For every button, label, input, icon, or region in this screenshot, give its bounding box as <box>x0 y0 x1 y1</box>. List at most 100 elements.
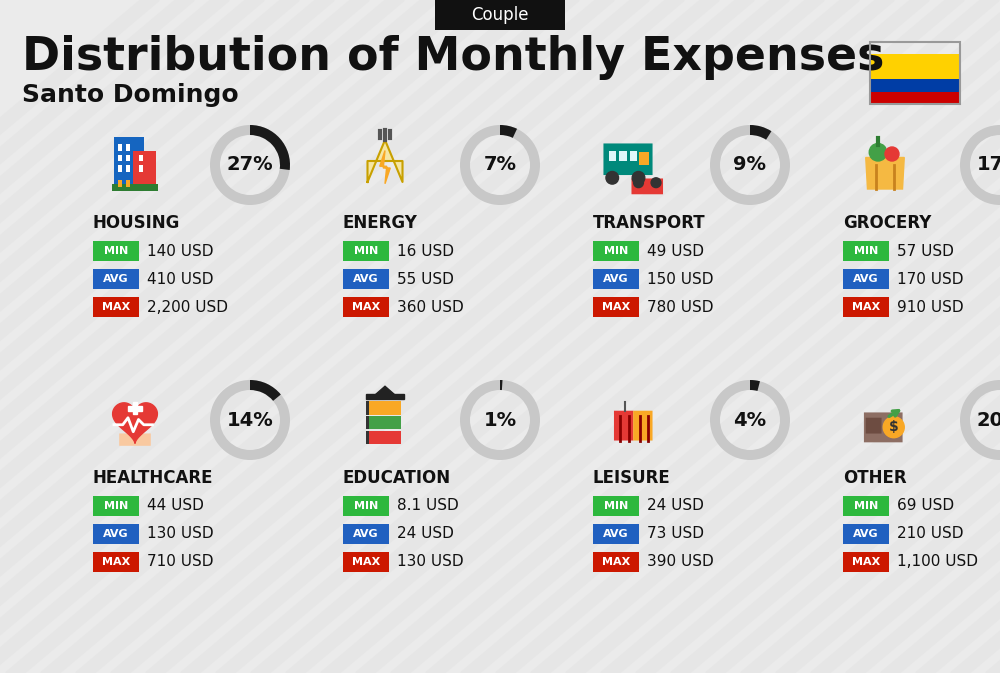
Text: 410 USD: 410 USD <box>147 271 214 287</box>
Text: AVG: AVG <box>103 274 129 284</box>
Text: 130 USD: 130 USD <box>397 555 464 569</box>
FancyBboxPatch shape <box>118 144 122 151</box>
FancyBboxPatch shape <box>366 401 401 415</box>
Polygon shape <box>113 403 157 444</box>
Text: 16 USD: 16 USD <box>397 244 454 258</box>
Text: HEALTHCARE: HEALTHCARE <box>93 469 214 487</box>
Wedge shape <box>750 125 771 140</box>
Text: MAX: MAX <box>102 557 130 567</box>
FancyBboxPatch shape <box>609 151 616 161</box>
FancyBboxPatch shape <box>593 524 639 544</box>
Wedge shape <box>710 380 790 460</box>
Text: 69 USD: 69 USD <box>897 499 954 513</box>
Text: MIN: MIN <box>354 501 378 511</box>
FancyBboxPatch shape <box>366 431 401 444</box>
FancyBboxPatch shape <box>630 151 637 161</box>
FancyBboxPatch shape <box>133 151 156 186</box>
Circle shape <box>883 417 904 437</box>
Circle shape <box>632 172 645 184</box>
Text: 150 USD: 150 USD <box>647 271 714 287</box>
Text: 27%: 27% <box>227 155 273 174</box>
Wedge shape <box>710 125 790 205</box>
Text: OTHER: OTHER <box>843 469 907 487</box>
Text: 210 USD: 210 USD <box>897 526 964 542</box>
FancyBboxPatch shape <box>639 152 649 164</box>
Text: 24 USD: 24 USD <box>647 499 704 513</box>
Text: AVG: AVG <box>353 529 379 539</box>
Text: 55 USD: 55 USD <box>397 271 454 287</box>
Text: Couple: Couple <box>471 6 529 24</box>
Text: MAX: MAX <box>602 302 630 312</box>
FancyBboxPatch shape <box>118 165 122 172</box>
FancyBboxPatch shape <box>843 552 889 572</box>
Circle shape <box>869 143 887 161</box>
Text: MAX: MAX <box>852 557 880 567</box>
Text: AVG: AVG <box>603 529 629 539</box>
FancyBboxPatch shape <box>603 143 653 175</box>
FancyBboxPatch shape <box>343 552 389 572</box>
FancyBboxPatch shape <box>843 524 889 544</box>
FancyBboxPatch shape <box>864 413 903 442</box>
Text: 170 USD: 170 USD <box>897 271 964 287</box>
Text: 14%: 14% <box>227 411 273 429</box>
Text: MAX: MAX <box>352 302 380 312</box>
FancyBboxPatch shape <box>93 241 139 261</box>
Text: MIN: MIN <box>854 246 878 256</box>
Text: MAX: MAX <box>852 302 880 312</box>
Wedge shape <box>460 380 540 460</box>
Text: 44 USD: 44 USD <box>147 499 204 513</box>
FancyBboxPatch shape <box>366 401 369 415</box>
Text: MIN: MIN <box>854 501 878 511</box>
Text: AVG: AVG <box>853 274 879 284</box>
Text: MIN: MIN <box>604 501 628 511</box>
Text: 24 USD: 24 USD <box>397 526 454 542</box>
Polygon shape <box>371 386 399 398</box>
Text: 7%: 7% <box>484 155 516 174</box>
Circle shape <box>651 178 661 188</box>
FancyBboxPatch shape <box>126 165 130 172</box>
Text: 390 USD: 390 USD <box>647 555 714 569</box>
FancyBboxPatch shape <box>593 297 639 317</box>
Text: 140 USD: 140 USD <box>147 244 214 258</box>
FancyBboxPatch shape <box>633 411 653 441</box>
FancyBboxPatch shape <box>118 155 122 161</box>
FancyBboxPatch shape <box>343 297 389 317</box>
Text: 780 USD: 780 USD <box>647 299 714 314</box>
FancyBboxPatch shape <box>93 297 139 317</box>
Text: MIN: MIN <box>604 246 628 256</box>
Text: 17%: 17% <box>977 155 1000 174</box>
Wedge shape <box>210 125 290 205</box>
FancyBboxPatch shape <box>93 524 139 544</box>
Wedge shape <box>500 125 517 138</box>
FancyBboxPatch shape <box>593 496 639 516</box>
FancyBboxPatch shape <box>126 155 130 161</box>
Text: $: $ <box>889 420 899 434</box>
Text: AVG: AVG <box>603 274 629 284</box>
Text: 710 USD: 710 USD <box>147 555 214 569</box>
Text: 8.1 USD: 8.1 USD <box>397 499 459 513</box>
Wedge shape <box>960 380 1000 460</box>
Text: 49 USD: 49 USD <box>647 244 704 258</box>
FancyBboxPatch shape <box>870 55 960 79</box>
Text: AVG: AVG <box>353 274 379 284</box>
FancyBboxPatch shape <box>126 144 130 151</box>
FancyBboxPatch shape <box>93 496 139 516</box>
FancyBboxPatch shape <box>366 431 369 444</box>
Polygon shape <box>366 394 404 398</box>
Text: 73 USD: 73 USD <box>647 526 704 542</box>
Text: 360 USD: 360 USD <box>397 299 464 314</box>
FancyBboxPatch shape <box>870 79 960 92</box>
Wedge shape <box>960 125 1000 205</box>
FancyBboxPatch shape <box>593 552 639 572</box>
Text: MAX: MAX <box>352 557 380 567</box>
Wedge shape <box>460 125 540 205</box>
Text: ENERGY: ENERGY <box>343 214 418 232</box>
FancyBboxPatch shape <box>366 416 369 429</box>
Wedge shape <box>250 380 281 401</box>
Text: 20%: 20% <box>977 411 1000 429</box>
FancyBboxPatch shape <box>593 269 639 289</box>
Circle shape <box>885 147 899 161</box>
Text: MIN: MIN <box>104 501 128 511</box>
Text: MIN: MIN <box>104 246 128 256</box>
Circle shape <box>606 172 619 184</box>
